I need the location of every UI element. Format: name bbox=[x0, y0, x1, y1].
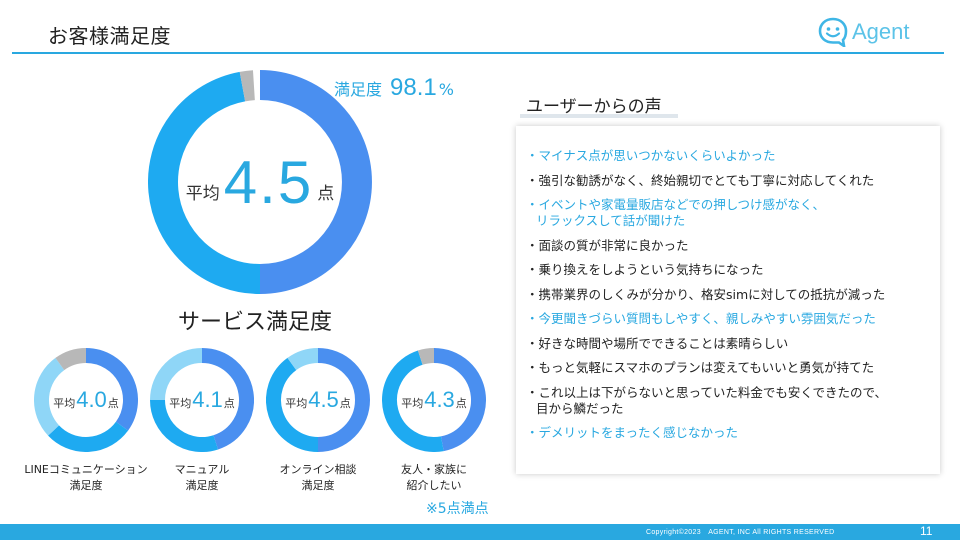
score-unit: 点 bbox=[455, 396, 467, 410]
service-donut-1-segment-0 bbox=[201, 348, 254, 450]
overall-donut-segment-0 bbox=[259, 70, 372, 294]
overall-score-donut bbox=[148, 70, 372, 294]
voice-item: ・マイナス点が思いつかないくらいよかった bbox=[526, 148, 936, 164]
title-divider bbox=[12, 52, 944, 54]
donut-caption: オンライン相談 満足度 bbox=[236, 462, 400, 494]
small-donut-manual: 平均 4.1 点 マニュアル 満足度 bbox=[150, 348, 254, 492]
voice-text: ・強引な勧誘がなく、終始親切でとても丁寧に対応してくれた bbox=[526, 172, 875, 188]
score-unit: 点 bbox=[339, 396, 351, 410]
score-value: 4.3 bbox=[424, 387, 455, 412]
logo-text: Agent bbox=[852, 19, 910, 44]
voices-list: ・マイナス点が思いつかないくらいよかった・強引な勧誘がなく、終始親切でとても丁寧… bbox=[526, 148, 936, 450]
satisfaction-label: 満足度 bbox=[334, 80, 383, 99]
voice-text: ・好きな時間や場所でできることは素晴らしい bbox=[526, 335, 789, 351]
voice-text: ・乗り換えをしようという気持ちになった bbox=[526, 262, 764, 277]
score-unit: 点 bbox=[107, 396, 119, 410]
online-consult-donut bbox=[266, 348, 370, 452]
voice-item: ・好きな時間や場所でできることは素晴らしい bbox=[526, 336, 936, 352]
overall-donut-segment-2 bbox=[239, 70, 256, 102]
score-value: 4.0 bbox=[76, 387, 107, 412]
scale-note: ※5点満点 bbox=[426, 501, 489, 517]
score-value: 4.1 bbox=[192, 387, 223, 412]
caption-line-2: 満足度 bbox=[185, 479, 219, 492]
small-donut-center: 平均 4.0 点 bbox=[34, 348, 138, 452]
voice-item: ・乗り換えをしようという気持ちになった bbox=[526, 262, 936, 278]
score-unit: 点 bbox=[223, 396, 235, 410]
satisfaction-rate: 満足度 98.1 % bbox=[334, 74, 454, 102]
satisfaction-value: 98.1 bbox=[390, 74, 437, 101]
score-prefix: 平均 bbox=[285, 396, 308, 410]
donut-caption: LINEコミュニケーション 満足度 bbox=[4, 462, 168, 494]
score-value: 4.5 bbox=[308, 387, 339, 412]
donut-caption: マニュアル 満足度 bbox=[120, 462, 284, 494]
satisfaction-unit: % bbox=[438, 80, 454, 99]
donut-caption: 友人・家族に 紹介したい bbox=[352, 462, 516, 494]
voice-item: ・もっと気軽にスマホのプランは変えてもいいと勇気が持てた bbox=[526, 360, 936, 376]
service-donut-3-segment-1 bbox=[382, 350, 444, 452]
service-donut-2-segment-0 bbox=[317, 348, 370, 452]
caption-line-2: 満足度 bbox=[301, 479, 335, 492]
service-donut-2-segment-2 bbox=[287, 348, 319, 371]
voice-text: ・今更聞きづらい質問もしやすく、親しみやすい雰囲気だった bbox=[526, 311, 876, 326]
voice-item: ・携帯業界のしくみが分かり、格安simに対しての抵抗が減った bbox=[526, 287, 936, 303]
manual-satisfaction-donut bbox=[150, 348, 254, 452]
caption-line-2: 満足度 bbox=[69, 479, 103, 492]
voice-item: ・デメリットをまったく感じなかった bbox=[526, 425, 936, 441]
caption-line-1: 友人・家族に bbox=[401, 463, 467, 476]
small-donut-line: 平均 4.0 点 LINEコミュニケーション 満足度 bbox=[24, 348, 148, 492]
voice-text: ・もっと気軽にスマホのプランは変えてもいいと勇気が持てた bbox=[526, 360, 875, 375]
voice-text: ・マイナス点が思いつかないくらいよかった bbox=[526, 148, 776, 163]
small-donut-center: 平均 4.1 点 bbox=[150, 348, 254, 452]
service-donut-0-segment-3 bbox=[55, 348, 87, 371]
voice-item: ・これ以上は下がらないと思っていた料金でも安くできたので、 目から鱗だった bbox=[526, 385, 936, 417]
voice-item: ・今更聞きづらい質問もしやすく、親しみやすい雰囲気だった bbox=[526, 311, 936, 327]
service-donut-1-segment-1 bbox=[150, 399, 219, 452]
caption-line-2: 紹介したい bbox=[406, 479, 462, 492]
service-donut-0-segment-2 bbox=[34, 357, 65, 436]
score-prefix: 平均 bbox=[53, 396, 76, 410]
copyright-text: Copyright©2023 AGENT, INC All RIGHTS RES… bbox=[646, 529, 835, 536]
small-donut-online: 平均 4.5 点 オンライン相談 満足度 bbox=[266, 348, 370, 492]
small-donut-center: 平均 4.5 点 bbox=[266, 348, 370, 452]
service-donut-3-segment-3 bbox=[417, 348, 435, 365]
score-prefix: 平均 bbox=[169, 396, 192, 410]
caption-line-1: マニュアル bbox=[174, 463, 230, 476]
small-donut-center: 平均 4.3 点 bbox=[382, 348, 486, 452]
voices-card bbox=[516, 126, 940, 474]
line-satisfaction-donut bbox=[34, 348, 138, 452]
voice-text-continued: 目から鱗だった bbox=[536, 400, 624, 416]
small-donut-referral: 平均 4.3 点 友人・家族に 紹介したい bbox=[382, 348, 486, 492]
voice-text: ・面談の質が非常に良かった bbox=[526, 237, 689, 253]
service-donut-3-segment-0 bbox=[433, 348, 486, 452]
voice-text: ・携帯業界のしくみが分かり、格安simに対しての抵抗が減った bbox=[526, 286, 886, 302]
voice-text: ・デメリットをまったく感じなかった bbox=[526, 425, 739, 440]
service-donut-0-segment-1 bbox=[48, 421, 129, 452]
voice-item: ・強引な勧誘がなく、終始親切でとても丁寧に対応してくれた bbox=[526, 173, 936, 189]
page-number: 11 bbox=[920, 524, 933, 538]
overall-score-prefix: 平均 bbox=[185, 183, 220, 204]
service-donut-1-segment-2 bbox=[150, 348, 203, 401]
voice-item: ・イベントや家電量販店などでの押しつけ感がなく、 リラックスして話が聞けた bbox=[526, 197, 936, 229]
voices-heading: ユーザーからの声 bbox=[526, 97, 662, 117]
overall-score-value: 4.5 bbox=[223, 148, 314, 216]
smile-logo-icon bbox=[818, 17, 848, 47]
referral-donut bbox=[382, 348, 486, 452]
overall-score-center: 平均 4.5 点 bbox=[148, 70, 372, 294]
score-prefix: 平均 bbox=[401, 396, 424, 410]
caption-line-1: LINEコミュニケーション bbox=[24, 463, 148, 476]
overall-donut-segment-1 bbox=[148, 71, 261, 294]
overall-score-unit: 点 bbox=[317, 183, 335, 204]
footer-bar bbox=[0, 524, 960, 540]
agent-logo: Agent bbox=[818, 14, 928, 50]
voice-text: ・これ以上は下がらないと思っていた料金でも安くできたので、 bbox=[526, 384, 888, 400]
service-donut-0-segment-0 bbox=[85, 348, 138, 431]
voice-item: ・面談の質が非常に良かった bbox=[526, 238, 936, 254]
caption-line-1: オンライン相談 bbox=[279, 463, 357, 476]
voice-text-continued: リラックスして話が聞けた bbox=[536, 213, 686, 228]
page-title: お客様満足度 bbox=[48, 24, 171, 48]
service-donut-2-segment-1 bbox=[266, 357, 319, 452]
service-satisfaction-heading: サービス満足度 bbox=[178, 310, 333, 335]
voices-heading-underline bbox=[520, 114, 678, 118]
voice-text: ・イベントや家電量販店などでの押しつけ感がなく、 bbox=[526, 197, 826, 212]
